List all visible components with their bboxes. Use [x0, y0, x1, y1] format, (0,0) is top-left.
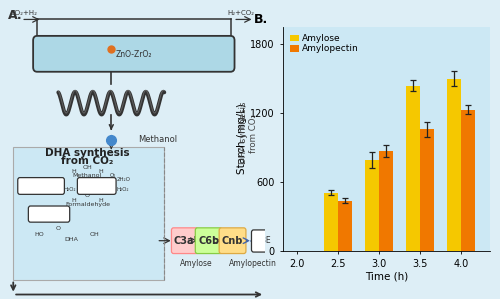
FancyBboxPatch shape: [13, 147, 164, 280]
Text: DHA: DHA: [64, 237, 78, 242]
Text: H: H: [72, 170, 76, 174]
Text: Formaldehyde: Formaldehyde: [65, 202, 110, 207]
Text: C6b: C6b: [198, 236, 219, 246]
FancyBboxPatch shape: [172, 228, 198, 254]
Text: Methanol: Methanol: [73, 173, 102, 178]
Text: CO₂+H₂: CO₂+H₂: [10, 10, 38, 16]
Text: H₂O₂: H₂O₂: [64, 187, 76, 192]
Text: DHA synthesis
from CO₂: DHA synthesis from CO₂: [239, 102, 258, 164]
Text: OH: OH: [82, 165, 92, 170]
Bar: [462, 110, 475, 251]
Text: CAT: CAT: [88, 181, 105, 190]
Text: AOX: AOX: [32, 181, 50, 190]
Text: OH: OH: [90, 232, 100, 237]
FancyBboxPatch shape: [33, 36, 234, 72]
Text: Cnb: Cnb: [222, 236, 243, 246]
Text: H: H: [72, 198, 76, 202]
Text: FLS: FLS: [42, 210, 57, 219]
Text: O: O: [56, 226, 61, 231]
FancyBboxPatch shape: [78, 178, 116, 194]
Bar: [380, 151, 393, 251]
Text: Methanol: Methanol: [138, 135, 177, 144]
Legend: Amylose, Amylopectin: Amylose, Amylopectin: [287, 31, 362, 56]
Bar: [406, 86, 420, 251]
FancyBboxPatch shape: [196, 228, 222, 254]
Text: Amylopectin: Amylopectin: [229, 259, 277, 268]
Text: B.: B.: [254, 13, 268, 26]
Polygon shape: [110, 135, 113, 138]
Text: ZnO-ZrO₂: ZnO-ZrO₂: [116, 50, 152, 59]
Text: from CO₂: from CO₂: [62, 156, 114, 167]
Bar: [448, 79, 462, 251]
Y-axis label: Starch (mg/L): Starch (mg/L): [238, 103, 248, 175]
X-axis label: Time (h): Time (h): [364, 271, 408, 282]
Text: H: H: [98, 198, 103, 202]
Text: 2H₂O: 2H₂O: [116, 177, 130, 182]
Bar: [420, 129, 434, 251]
Bar: [324, 193, 338, 251]
Bar: [338, 201, 352, 251]
Text: A.: A.: [8, 9, 22, 22]
FancyBboxPatch shape: [252, 230, 276, 252]
Text: HO: HO: [34, 232, 44, 237]
FancyBboxPatch shape: [18, 178, 64, 194]
Text: H₂+CO₂: H₂+CO₂: [228, 10, 254, 16]
FancyBboxPatch shape: [219, 228, 246, 254]
Text: H: H: [98, 170, 103, 174]
Text: C3a': C3a': [173, 236, 197, 246]
FancyBboxPatch shape: [28, 206, 70, 222]
Bar: [366, 160, 380, 251]
Text: O: O: [85, 193, 90, 198]
Text: O₂: O₂: [110, 173, 116, 178]
Text: SBE: SBE: [256, 236, 270, 245]
Text: Amylose: Amylose: [180, 259, 212, 268]
Text: DHA synthesis: DHA synthesis: [45, 148, 130, 158]
Text: H₂O₂: H₂O₂: [116, 187, 129, 192]
